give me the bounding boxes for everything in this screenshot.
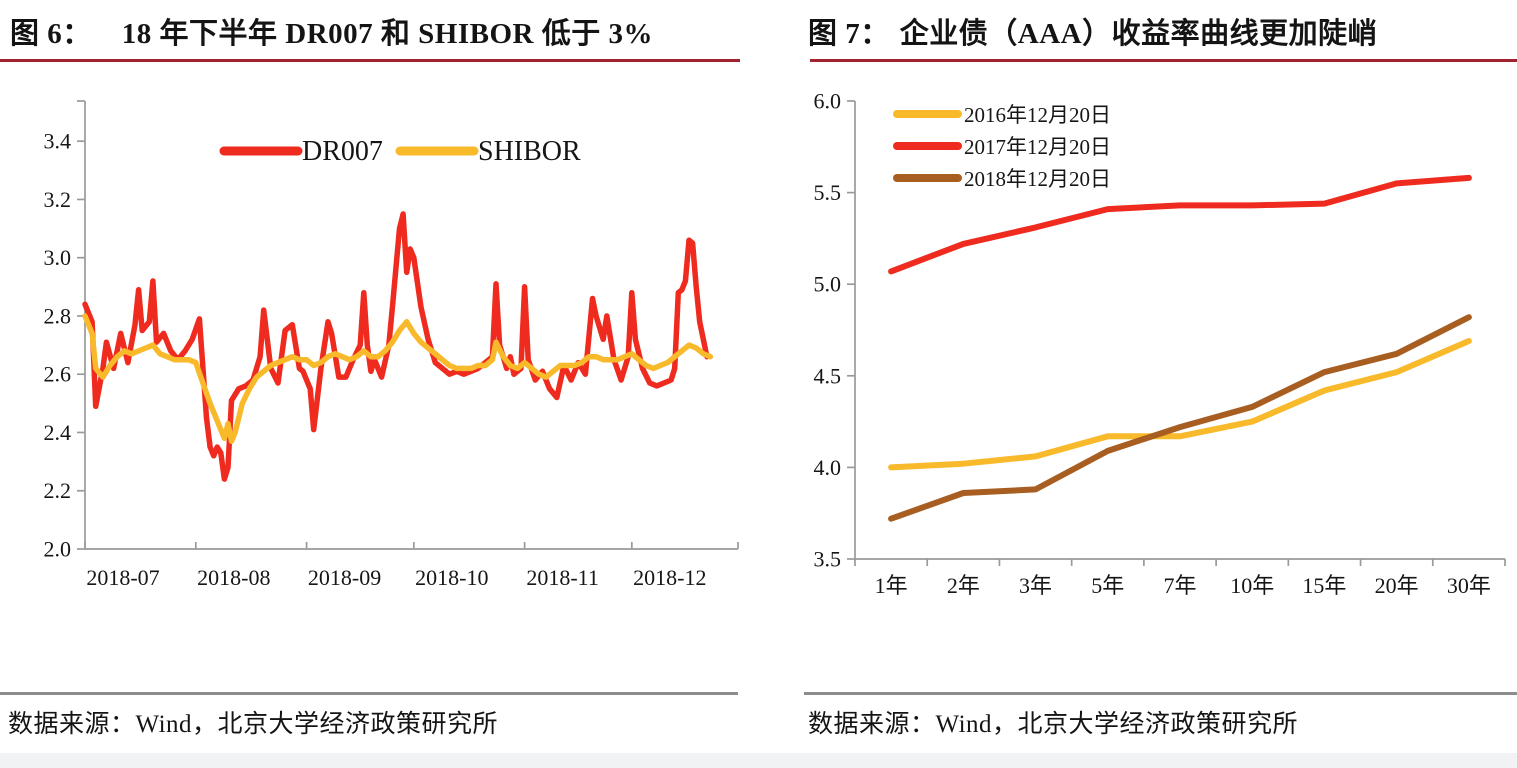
figure6-source: 数据来源：Wind，北京大学经济政策研究所 (8, 711, 499, 738)
figure6-source-divider (0, 692, 738, 695)
y-tick-label: 2.4 (44, 420, 72, 445)
y-tick-label: 4.0 (814, 455, 842, 480)
y-tick-label: 2.6 (44, 362, 72, 387)
y-tick-label: 2.2 (44, 478, 72, 503)
x-tick-label: 2018-08 (197, 565, 270, 590)
figure7-title-underline (810, 59, 1517, 62)
figure7-title-text: 企业债（AAA）收益率曲线更加陡峭 (899, 18, 1378, 50)
x-tick-label: 2018-11 (526, 565, 599, 590)
figure6-title-underline (0, 59, 740, 62)
x-tick-label: 10年 (1230, 573, 1274, 598)
y-tick-label: 6.0 (814, 89, 842, 114)
x-tick-label: 30年 (1447, 573, 1491, 598)
x-tick-label: 7年 (1163, 573, 1196, 598)
y-tick-label: 4.5 (814, 363, 842, 388)
series-line-2017年12月20日 (888, 174, 1472, 275)
x-tick-label: 2018-10 (415, 565, 488, 590)
figure6-title-prefix: 图 6： (10, 18, 92, 50)
y-tick-label: 5.5 (814, 180, 842, 205)
figure7-source: 数据来源：Wind，北京大学经济政策研究所 (808, 711, 1299, 738)
dr007-shibor-line-chart: 2.0 2.2 2.4 2.6 2.8 3.0 3.2 3.4 2018-07 2018-08 20… (44, 100, 739, 590)
y-tick-label: 3.0 (44, 245, 72, 270)
x-tick-label: 3年 (1019, 573, 1052, 598)
figure7-title: 图 7： 企业债（AAA）收益率曲线更加陡峭 (808, 10, 1377, 52)
x-tick-label: 1年 (875, 573, 908, 598)
series-line-2016年12月20日 (888, 338, 1472, 471)
x-tick-label: 2018-12 (633, 565, 706, 590)
y-tick-label: 3.2 (44, 187, 72, 212)
figure6-panel: 图 6： 18 年下半年 DR007 和 SHIBOR 低于 3% 2.0 2.2 2… (0, 0, 742, 768)
y-tick-label: 2.0 (44, 537, 72, 562)
series-line-2018年12月20日 (888, 314, 1472, 522)
y-tick-label: 3.5 (814, 547, 842, 572)
series-line-DR007 (82, 211, 710, 482)
series-line-SHIBOR (82, 313, 714, 444)
x-tick-label: 2018-07 (86, 565, 159, 590)
x-tick-label: 5年 (1091, 573, 1124, 598)
bottom-page-strip (0, 753, 1517, 768)
figure6-title: 图 6： 18 年下半年 DR007 和 SHIBOR 低于 3% (10, 10, 653, 52)
legend-label-2017年12月20日: 2017年12月20日 (964, 135, 1111, 159)
x-tick-label: 2018-09 (308, 565, 381, 590)
y-tick-label: 5.0 (814, 272, 842, 297)
x-tick-label: 20年 (1375, 573, 1419, 598)
y-tick-label: 3.4 (44, 129, 72, 154)
figure7-panel: 图 7： 企业债（AAA）收益率曲线更加陡峭 3.5 4.0 4.5 5.0 5.5 6.0… (788, 0, 1517, 768)
x-tick-label: 2年 (947, 573, 980, 598)
legend-label-SHIBOR: SHIBOR (478, 136, 581, 167)
legend-label-2016年12月20日: 2016年12月20日 (964, 103, 1111, 127)
legend-label-2018年12月20日: 2018年12月20日 (964, 167, 1111, 191)
figure7-source-divider (804, 692, 1517, 695)
aaa-yield-curve-chart: 3.5 4.0 4.5 5.0 5.5 6.0 1年 2年 3年 5年 7年 10年 15年 20年 30年… (814, 89, 1506, 598)
figure7-title-prefix: 图 7： (808, 18, 890, 50)
figure6-title-text: 18 年下半年 DR007 和 SHIBOR 低于 3% (121, 18, 653, 50)
y-tick-label: 2.8 (44, 303, 72, 328)
x-tick-label: 15年 (1302, 573, 1346, 598)
legend-label-DR007: DR007 (302, 136, 383, 167)
